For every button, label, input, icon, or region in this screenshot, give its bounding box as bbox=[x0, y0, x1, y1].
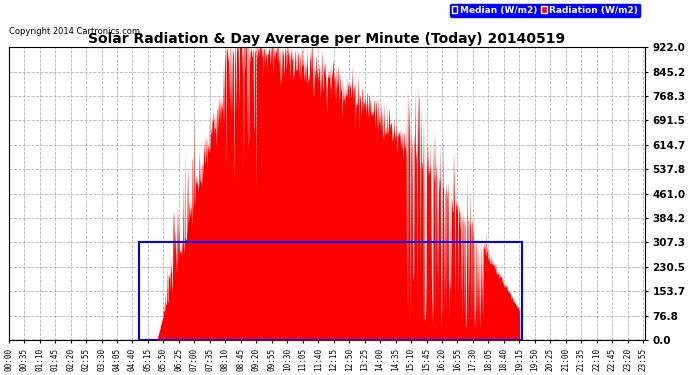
Bar bbox=[139, 243, 522, 340]
Legend: Median (W/m2), Radiation (W/m2): Median (W/m2), Radiation (W/m2) bbox=[450, 3, 640, 17]
Title: Solar Radiation & Day Average per Minute (Today) 20140519: Solar Radiation & Day Average per Minute… bbox=[88, 32, 565, 46]
Text: Copyright 2014 Cartronics.com: Copyright 2014 Cartronics.com bbox=[9, 27, 139, 36]
